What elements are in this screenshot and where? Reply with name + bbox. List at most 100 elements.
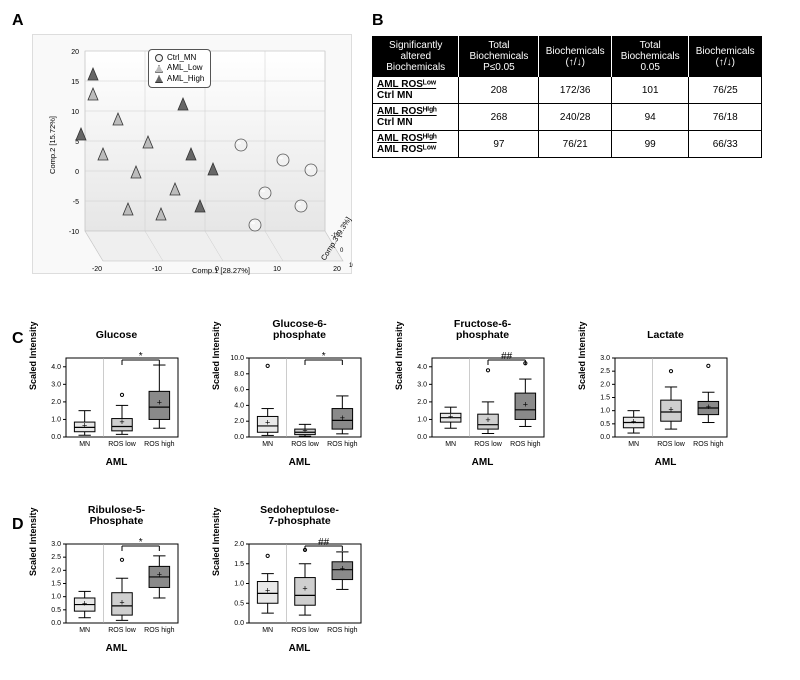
svg-text:-20: -20 (92, 266, 102, 273)
svg-text:MN: MN (262, 627, 273, 634)
svg-text:0.0: 0.0 (51, 434, 61, 441)
svg-text:1.0: 1.0 (600, 408, 610, 415)
svg-text:+: + (631, 417, 636, 427)
svg-text:0.0: 0.0 (234, 434, 244, 441)
svg-text:ROS low: ROS low (657, 441, 686, 448)
svg-text:4.0: 4.0 (234, 402, 244, 409)
svg-text:-10: -10 (331, 233, 340, 239)
svg-text:0.0: 0.0 (600, 434, 610, 441)
svg-text:ROS high: ROS high (510, 441, 540, 448)
svg-text:+: + (448, 412, 453, 422)
svg-text:20: 20 (71, 49, 79, 56)
svg-text:ROS low: ROS low (108, 627, 137, 634)
plot-title: Ribulose-5-Phosphate (34, 504, 199, 528)
svg-text:Comp.2 [15.72%]: Comp.2 [15.72%] (48, 116, 57, 174)
svg-text:+: + (119, 597, 124, 607)
plot-title: Sedoheptulose-7-phosphate (217, 504, 382, 528)
table-row: AML ROSᴴⁱᵍʰCtrl MN268240/289476/18 (373, 104, 762, 131)
svg-text:10: 10 (273, 266, 281, 273)
svg-text:0.5: 0.5 (600, 421, 610, 428)
svg-text:*: * (139, 537, 143, 548)
x-axis-label: AML (217, 643, 382, 654)
svg-text:3.0: 3.0 (51, 541, 61, 548)
svg-text:ROS low: ROS low (108, 441, 137, 448)
y-axis-label: Scaled Intensity (28, 507, 38, 576)
svg-text:15: 15 (71, 79, 79, 86)
svg-text:ROS high: ROS high (327, 627, 357, 634)
y-axis-label: Scaled Intensity (211, 321, 221, 390)
svg-text:1.0: 1.0 (51, 594, 61, 601)
panel-a-label: A (12, 12, 372, 30)
svg-text:MN: MN (262, 441, 273, 448)
pca-legend: Ctrl_MNAML_LowAML_High (148, 49, 211, 88)
svg-text:1.5: 1.5 (234, 561, 244, 568)
svg-text:20: 20 (333, 266, 341, 273)
svg-text:2.0: 2.0 (234, 541, 244, 548)
svg-text:+: + (157, 398, 162, 408)
svg-text:ROS low: ROS low (291, 441, 320, 448)
svg-text:+: + (668, 405, 673, 415)
boxplot: Fructose-6-phosphate0.01.02.03.04.0+MN+R… (400, 318, 565, 468)
svg-text:4.0: 4.0 (51, 364, 61, 371)
legend-item: AML_High (155, 74, 204, 84)
table-header: Biochemicals (↑/↓) (539, 37, 612, 77)
svg-text:2.5: 2.5 (51, 554, 61, 561)
svg-text:1.5: 1.5 (51, 581, 61, 588)
svg-text:##: ## (501, 351, 513, 362)
table-header: Total Biochemicals 0.05 (611, 37, 688, 77)
plot-title: Lactate (583, 318, 748, 342)
svg-text:2.5: 2.5 (600, 368, 610, 375)
svg-text:0.5: 0.5 (51, 607, 61, 614)
panel-a: A -10-505101520-20-1001020Comp.1 [28.27%… (12, 12, 372, 274)
table-header: Biochemicals (↑/↓) (689, 37, 762, 77)
svg-text:ROS low: ROS low (291, 627, 320, 634)
svg-text:0: 0 (340, 248, 344, 254)
y-axis-label: Scaled Intensity (211, 507, 221, 576)
svg-text:*: * (322, 351, 326, 362)
svg-text:ROS high: ROS high (693, 441, 723, 448)
svg-text:2.0: 2.0 (600, 381, 610, 388)
plot-title: Glucose (34, 318, 199, 342)
plot-title: Glucose-6-phosphate (217, 318, 382, 342)
svg-text:+: + (706, 402, 711, 412)
svg-text:Comp.1 [28.27%]: Comp.1 [28.27%] (192, 266, 250, 275)
table-row: AML ROSᴸᵒʷCtrl MN208172/3610176/25 (373, 77, 762, 104)
svg-text:MN: MN (445, 441, 456, 448)
svg-text:MN: MN (79, 627, 90, 634)
svg-text:+: + (82, 599, 87, 609)
svg-text:+: + (302, 425, 307, 435)
svg-text:##: ## (318, 537, 330, 548)
x-axis-label: AML (400, 457, 565, 468)
svg-text:10.0: 10.0 (230, 355, 244, 362)
panel-c-plots: Glucose 0.0 1.0 2.0 3.0 4.0 + MN + ROS low + ROS hi… (34, 318, 748, 468)
svg-text:+: + (265, 585, 270, 595)
boxplot: Ribulose-5-Phosphate0.00.51.01.52.02.53.… (34, 504, 199, 654)
svg-text:6.0: 6.0 (234, 387, 244, 394)
table-header: Significantly altered Biochemicals (373, 37, 459, 77)
svg-text:3.0: 3.0 (51, 381, 61, 388)
svg-text:10: 10 (349, 263, 353, 269)
y-axis-label: Scaled Intensity (394, 321, 404, 390)
svg-text:2.0: 2.0 (234, 418, 244, 425)
svg-text:1.0: 1.0 (417, 416, 427, 423)
boxplot: Lactate0.00.51.01.52.02.53.0+MN+ROS low+… (583, 318, 748, 468)
panel-b: B Significantly altered BiochemicalsTota… (372, 12, 788, 274)
svg-text:2.0: 2.0 (417, 399, 427, 406)
legend-item: AML_Low (155, 63, 204, 73)
x-axis-label: AML (583, 457, 748, 468)
svg-text:0.0: 0.0 (417, 434, 427, 441)
svg-text:+: + (340, 413, 345, 423)
svg-text:+: + (265, 418, 270, 428)
legend-item: Ctrl_MN (155, 53, 204, 63)
boxplot: Glucose0.01.02.03.04.0+MN+ROS low+ROS hi… (34, 318, 199, 468)
x-axis-label: AML (34, 643, 199, 654)
svg-text:1.0: 1.0 (51, 416, 61, 423)
svg-text:+: + (119, 417, 124, 427)
svg-text:ROS high: ROS high (327, 441, 357, 448)
table-header: Total Biochemicals P≤0.05 (459, 37, 539, 77)
pca-3d-plot: -10-505101520-20-1001020Comp.1 [28.27%]C… (32, 34, 352, 274)
svg-text:4.0: 4.0 (417, 364, 427, 371)
svg-text:+: + (302, 583, 307, 593)
svg-text:+: + (523, 399, 528, 409)
x-axis-label: AML (217, 457, 382, 468)
